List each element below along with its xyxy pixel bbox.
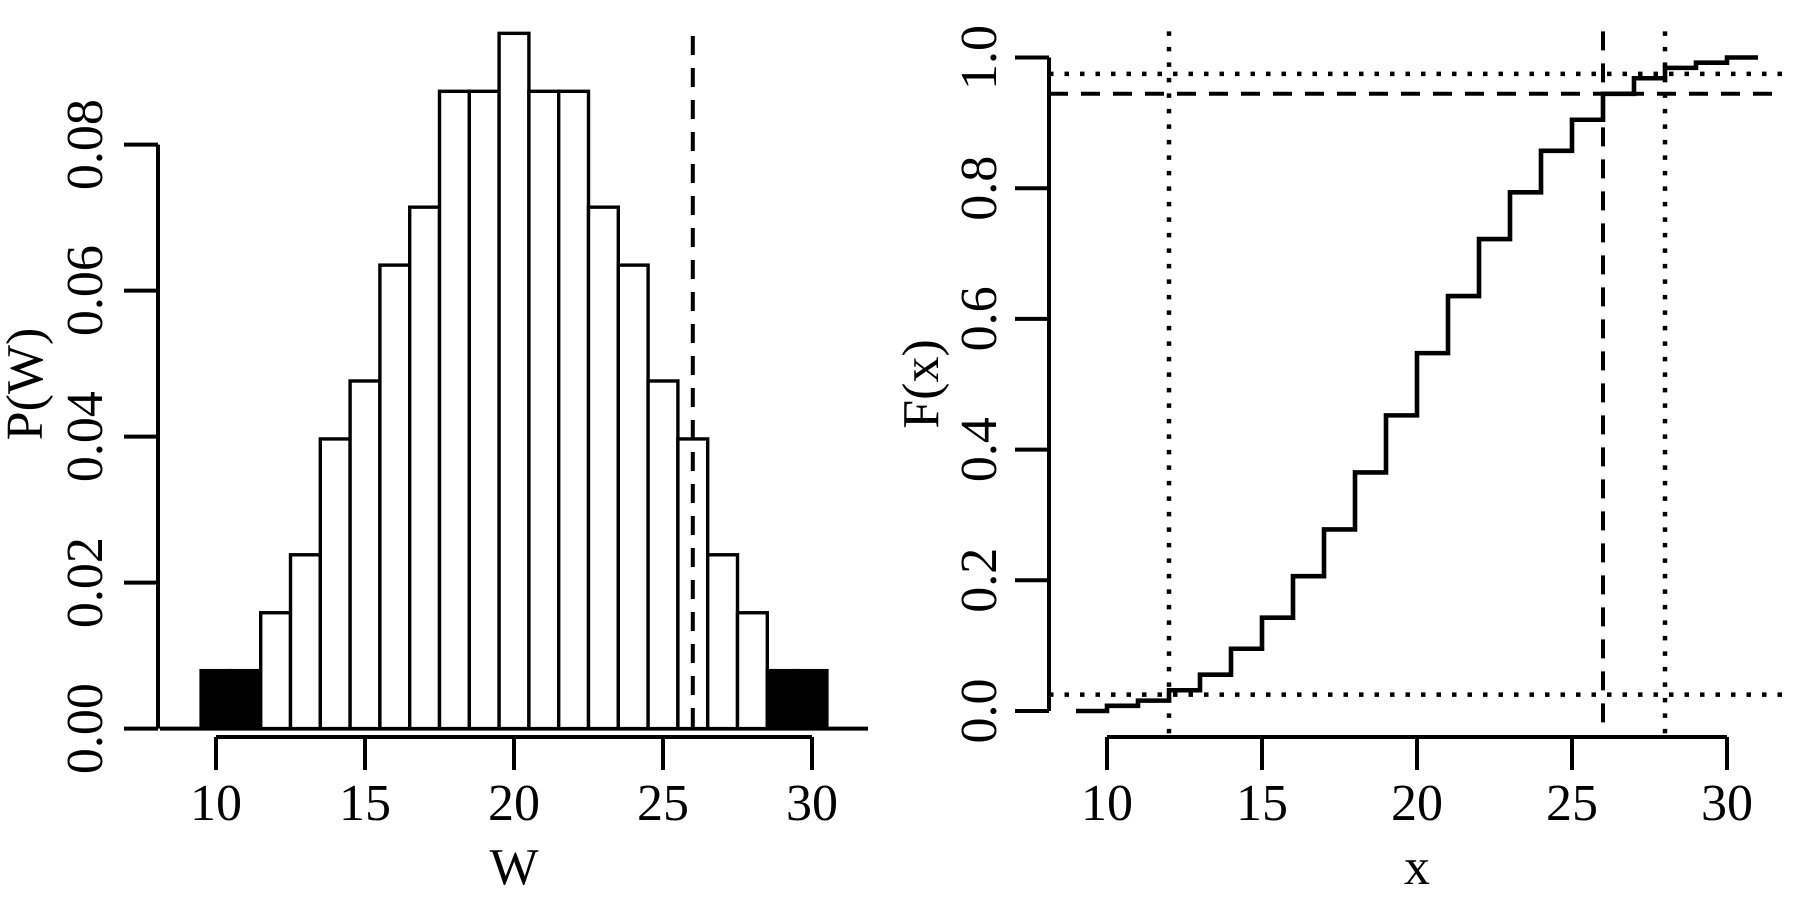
pmf-bar xyxy=(408,205,442,731)
pmf-bar xyxy=(527,89,561,731)
pmf-bar xyxy=(259,611,293,731)
pmf-y-tick-label: 0.04 xyxy=(57,391,114,482)
pmf-y-tick-label: 0.02 xyxy=(57,537,114,628)
cdf-x-tick-label: 30 xyxy=(1701,775,1753,832)
pmf-bar-highlighted xyxy=(795,668,829,731)
pmf-y-tick-label: 0.06 xyxy=(57,245,114,336)
pmf-x-tick-label: 30 xyxy=(786,775,838,832)
cdf-panel: 0.0 0.2 0.4 0.6 0.8 1.0 10 15 20 25 30 x F(x) xyxy=(893,25,1785,896)
cdf-x-axis-title: x xyxy=(1404,839,1430,896)
pmf-bar xyxy=(616,263,650,731)
cdf-y-tick-label: 0.4 xyxy=(951,417,1008,482)
cdf-x-tick-label: 25 xyxy=(1546,775,1598,832)
pmf-bar xyxy=(348,379,382,731)
pmf-x-tick-label: 15 xyxy=(339,775,391,832)
pmf-bar xyxy=(586,205,620,731)
pmf-bar xyxy=(706,553,740,731)
cdf-x-tick-label: 20 xyxy=(1391,775,1443,832)
pmf-bar-highlighted xyxy=(229,668,263,731)
pmf-x-axis-title: W xyxy=(489,839,538,896)
cdf-y-axis-title: F(x) xyxy=(893,339,950,429)
pmf-y-tick-label: 0.00 xyxy=(57,683,114,774)
pmf-bar xyxy=(735,611,769,731)
pmf-bar xyxy=(437,89,471,731)
pmf-bar xyxy=(318,437,352,731)
pmf-bar-highlighted xyxy=(199,668,233,731)
pmf-bar xyxy=(497,31,531,731)
cdf-y-tick-label: 1.0 xyxy=(951,25,1008,90)
pmf-bar xyxy=(378,263,412,731)
pmf-bar xyxy=(557,89,591,731)
pmf-x-tick-label: 25 xyxy=(637,775,689,832)
pmf-x-tick-label: 10 xyxy=(190,775,242,832)
cdf-y-tick-label: 0.2 xyxy=(951,548,1008,613)
pmf-bar xyxy=(467,89,501,731)
pmf-x-tick-label: 20 xyxy=(488,775,540,832)
pmf-bar xyxy=(646,379,680,731)
cdf-x-tick-label: 10 xyxy=(1081,775,1133,832)
cdf-y-tick-label: 0.8 xyxy=(951,156,1008,221)
pmf-bar-highlighted xyxy=(765,668,799,731)
pmf-panel: 0.00 0.02 0.04 0.06 0.08 10 15 20 25 30 W P(W) xyxy=(0,31,868,896)
pmf-y-axis-title: P(W) xyxy=(0,328,54,441)
cdf-y-tick-label: 0.6 xyxy=(951,286,1008,351)
cdf-step-curve xyxy=(1076,55,1758,714)
cdf-x-tick-label: 15 xyxy=(1236,775,1288,832)
pmf-bar xyxy=(288,553,322,731)
pmf-y-tick-label: 0.08 xyxy=(57,99,114,190)
cdf-y-tick-label: 0.0 xyxy=(951,679,1008,744)
